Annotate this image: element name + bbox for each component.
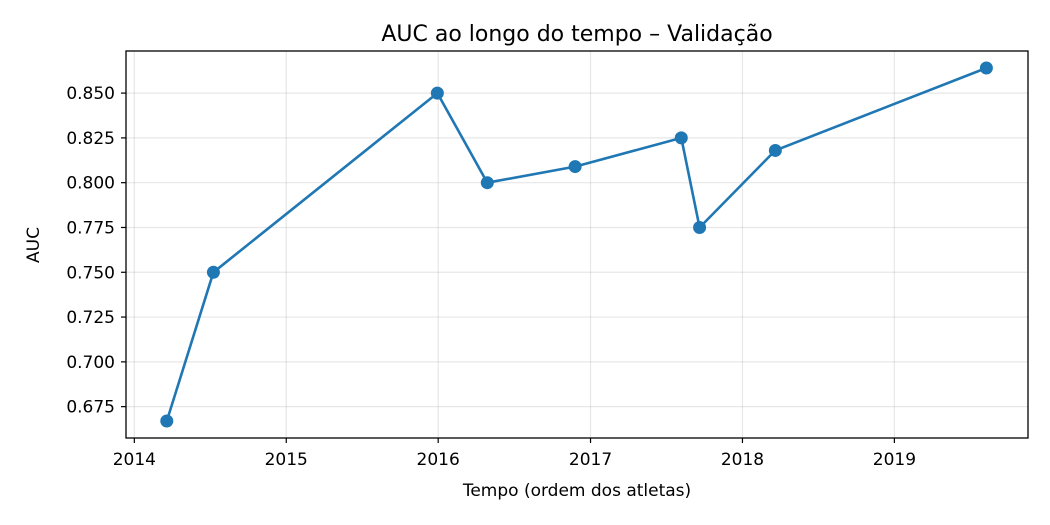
- x-axis-label: Tempo (ordem dos atletas): [462, 481, 691, 501]
- data-points: [160, 61, 993, 428]
- data-point: [160, 414, 174, 428]
- y-tick-label: 0.675: [66, 398, 115, 418]
- y-tick-label: 0.700: [66, 353, 115, 373]
- y-tick-label: 0.750: [66, 263, 115, 283]
- y-axis-label: AUC: [24, 227, 44, 263]
- grid: [126, 51, 1028, 438]
- x-axis-ticks: 2014 2015 2016 2017 2018 2019: [113, 438, 916, 470]
- y-tick-label: 0.725: [66, 308, 115, 328]
- series-line: [165, 66, 987, 422]
- data-point: [206, 265, 220, 279]
- x-tick-label: 2017: [569, 450, 612, 470]
- series-line-layer: [165, 66, 987, 422]
- chart-title: AUC ao longo do tempo – Validação: [381, 22, 772, 47]
- data-point: [768, 143, 782, 157]
- x-tick-label: 2016: [417, 450, 460, 470]
- data-point: [480, 176, 494, 190]
- y-tick-label: 0.775: [66, 218, 115, 238]
- data-point: [979, 61, 993, 75]
- x-tick-label: 2015: [265, 450, 308, 470]
- data-point: [568, 160, 582, 174]
- data-point: [674, 131, 688, 145]
- plot-frame: [125, 50, 1029, 439]
- x-tick-label: 2014: [113, 450, 156, 470]
- y-tick-label: 0.800: [66, 174, 115, 194]
- y-axis-ticks: 0.675 0.700 0.725 0.750 0.775 0.800 0.825 0.850: [66, 84, 126, 418]
- x-tick-label: 2018: [721, 450, 764, 470]
- x-tick-label: 2019: [873, 450, 916, 470]
- y-tick-label: 0.825: [66, 129, 115, 149]
- data-point: [693, 220, 707, 234]
- y-tick-label: 0.850: [66, 84, 115, 104]
- data-point: [430, 86, 444, 100]
